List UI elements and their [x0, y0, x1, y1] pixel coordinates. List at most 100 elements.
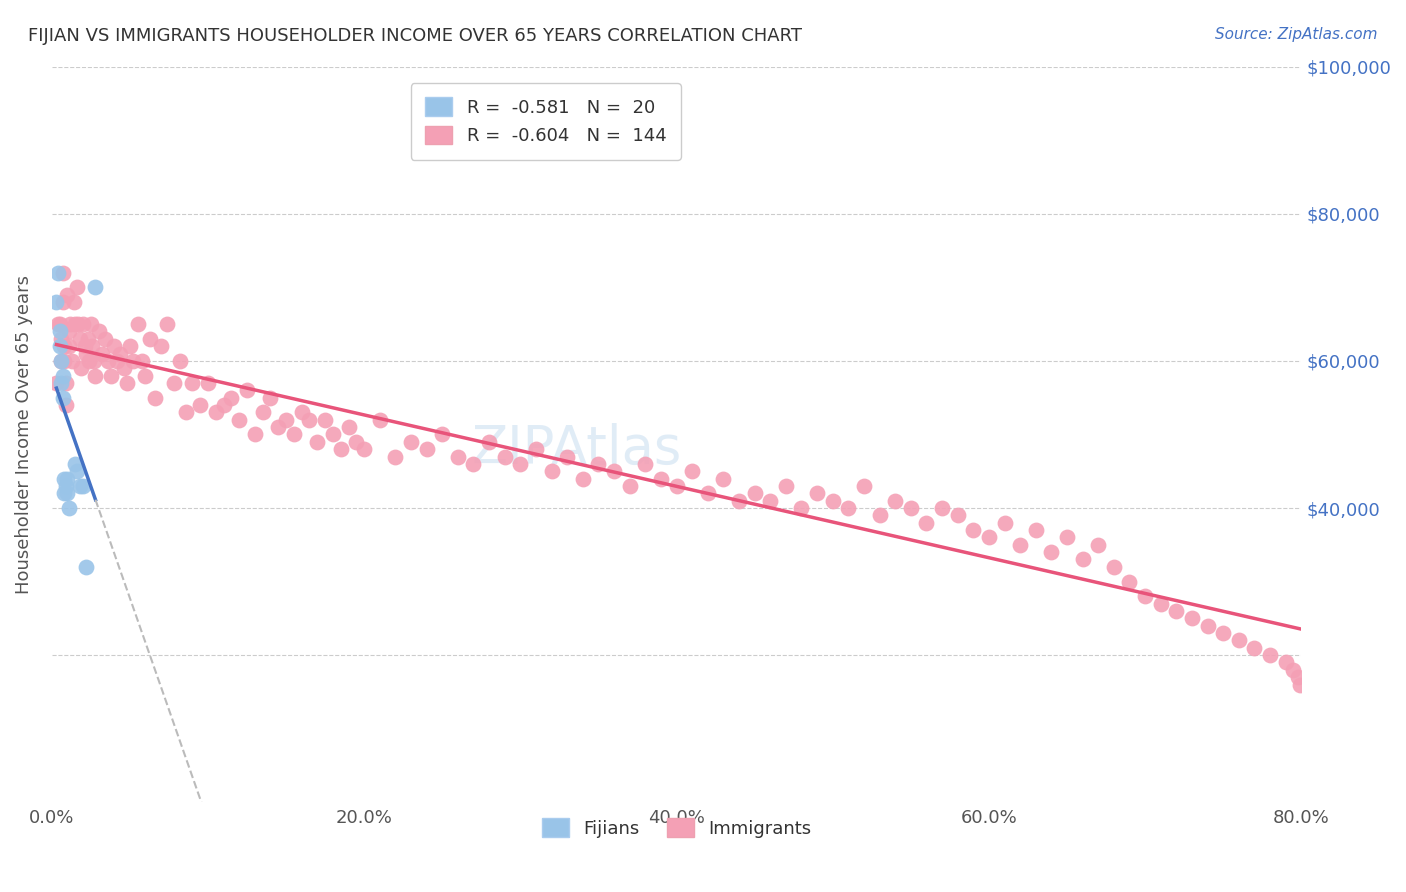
Point	[49, 354, 72, 368]
Text: Source: ZipAtlas.com: Source: ZipAtlas.com	[1215, 27, 1378, 42]
Point	[188, 398, 211, 412]
Point	[509, 457, 531, 471]
Point	[603, 464, 626, 478]
Point	[962, 523, 984, 537]
Point	[49, 354, 72, 368]
Point	[1212, 626, 1234, 640]
Point	[100, 368, 122, 383]
Point	[197, 376, 219, 390]
Point	[52, 391, 75, 405]
Point	[62, 295, 84, 310]
Point	[77, 354, 100, 368]
Point	[837, 501, 859, 516]
Point	[821, 493, 844, 508]
Point	[110, 346, 132, 360]
Point	[1102, 559, 1125, 574]
Point	[46, 266, 69, 280]
Text: FIJIAN VS IMMIGRANTS HOUSEHOLDER INCOME OVER 65 YEARS CORRELATION CHART: FIJIAN VS IMMIGRANTS HOUSEHOLDER INCOME …	[28, 27, 801, 45]
Point	[84, 368, 107, 383]
Point	[884, 493, 907, 508]
Point	[806, 486, 828, 500]
Point	[69, 479, 91, 493]
Point	[105, 354, 128, 368]
Point	[1150, 597, 1173, 611]
Point	[665, 479, 688, 493]
Point	[588, 457, 610, 471]
Point	[84, 280, 107, 294]
Point	[329, 442, 352, 457]
Point	[259, 391, 281, 405]
Point	[143, 391, 166, 405]
Point	[156, 317, 179, 331]
Point	[1227, 633, 1250, 648]
Point	[790, 501, 813, 516]
Point	[1025, 523, 1047, 537]
Point	[337, 420, 360, 434]
Point	[66, 280, 89, 294]
Point	[1243, 640, 1265, 655]
Point	[728, 493, 751, 508]
Point	[73, 339, 96, 353]
Point	[307, 434, 329, 449]
Point	[977, 530, 1000, 544]
Point	[696, 486, 718, 500]
Point	[744, 486, 766, 500]
Point	[252, 405, 274, 419]
Point	[53, 354, 76, 368]
Point	[169, 354, 191, 368]
Point	[283, 427, 305, 442]
Point	[53, 472, 76, 486]
Point	[66, 464, 89, 478]
Point	[1282, 663, 1305, 677]
Point	[87, 325, 110, 339]
Point	[946, 508, 969, 523]
Point	[478, 434, 501, 449]
Point	[1133, 589, 1156, 603]
Point	[353, 442, 375, 457]
Point	[49, 376, 72, 390]
Point	[524, 442, 547, 457]
Point	[344, 434, 367, 449]
Point	[1071, 552, 1094, 566]
Point	[139, 332, 162, 346]
Point	[56, 472, 79, 486]
Point	[681, 464, 703, 478]
Point	[112, 361, 135, 376]
Point	[55, 376, 77, 390]
Point	[118, 339, 141, 353]
Point	[49, 332, 72, 346]
Point	[58, 501, 80, 516]
Point	[72, 479, 94, 493]
Point	[52, 368, 75, 383]
Point	[415, 442, 437, 457]
Point	[53, 486, 76, 500]
Point	[447, 450, 470, 464]
Point	[243, 427, 266, 442]
Point	[852, 479, 875, 493]
Point	[55, 398, 77, 412]
Point	[555, 450, 578, 464]
Point	[1056, 530, 1078, 544]
Point	[900, 501, 922, 516]
Point	[46, 317, 69, 331]
Point	[80, 317, 103, 331]
Point	[122, 354, 145, 368]
Point	[619, 479, 641, 493]
Point	[572, 472, 595, 486]
Point	[711, 472, 734, 486]
Point	[55, 479, 77, 493]
Point	[83, 354, 105, 368]
Legend: Fijians, Immigrants: Fijians, Immigrants	[534, 811, 818, 845]
Point	[221, 391, 243, 405]
Point	[204, 405, 226, 419]
Point	[368, 413, 391, 427]
Point	[869, 508, 891, 523]
Point	[52, 266, 75, 280]
Point	[384, 450, 406, 464]
Point	[131, 354, 153, 368]
Point	[650, 472, 672, 486]
Point	[181, 376, 204, 390]
Point	[59, 317, 82, 331]
Point	[759, 493, 782, 508]
Point	[540, 464, 562, 478]
